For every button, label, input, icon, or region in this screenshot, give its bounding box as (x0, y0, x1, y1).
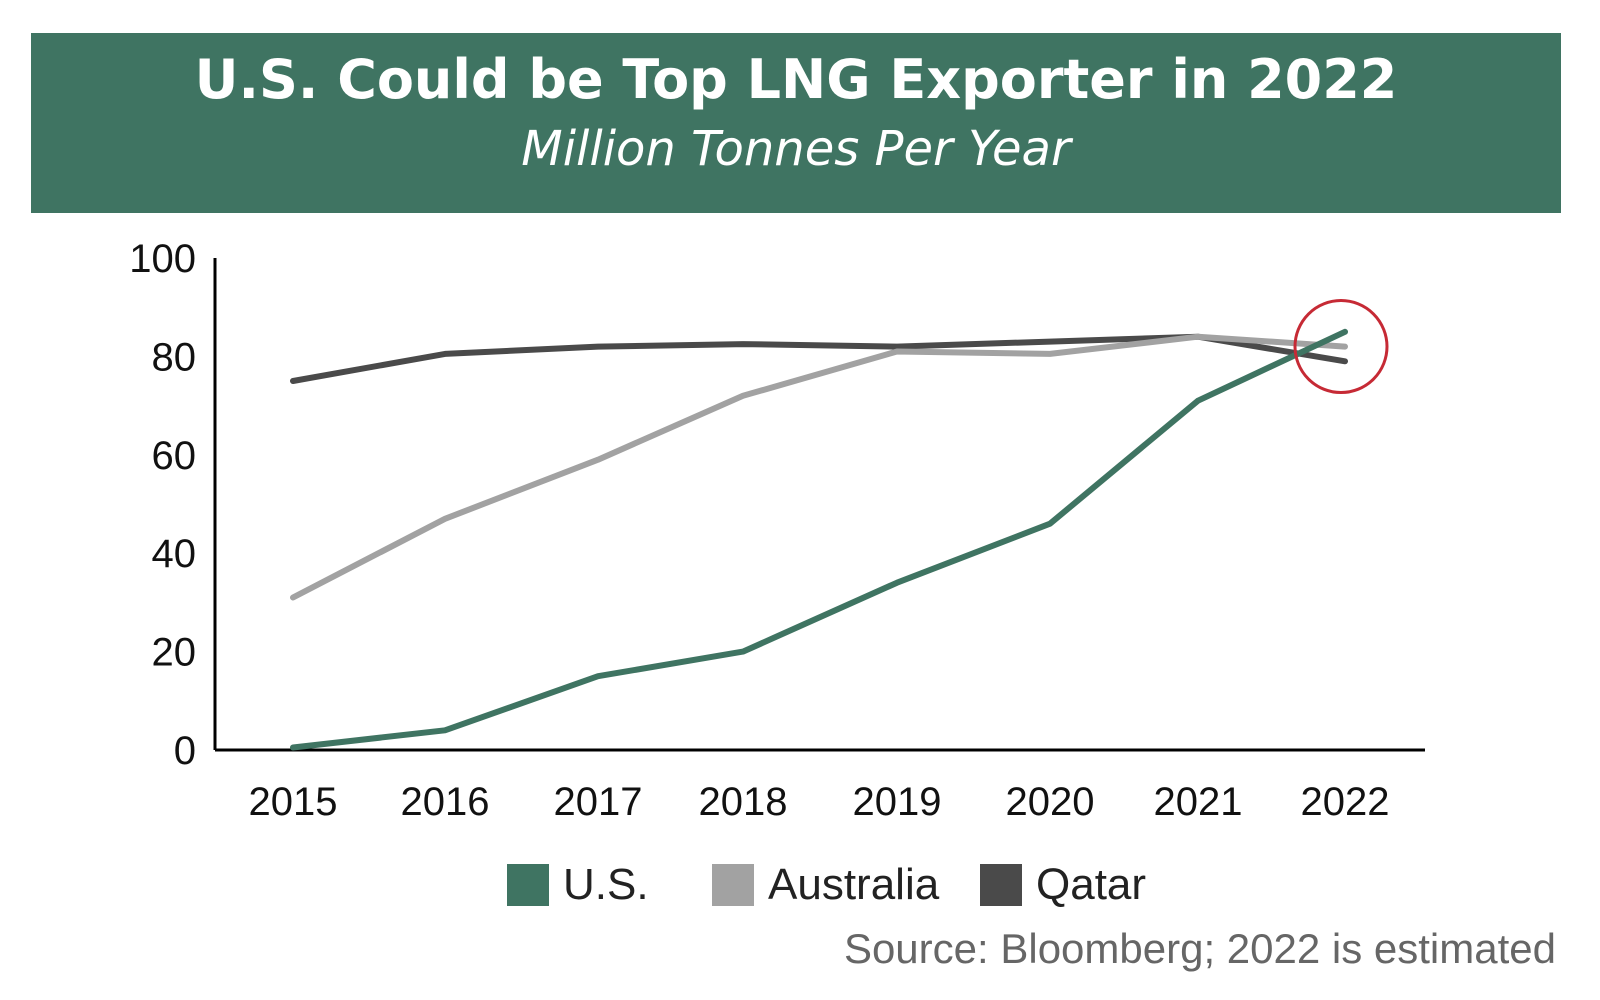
y-tick-label: 20 (152, 631, 197, 675)
legend-swatch-us (507, 864, 549, 906)
y-tick-label: 80 (152, 335, 197, 379)
y-tick-label: 0 (174, 729, 196, 773)
x-tick-label: 2022 (1301, 780, 1390, 824)
chart-title: U.S. Could be Top LNG Exporter in 2022 (194, 48, 1398, 111)
series-line-us (290, 328, 1348, 751)
source-note: Source: Bloomberg; 2022 is estimated (843, 925, 1556, 972)
legend-label-qatar: Qatar (1036, 860, 1147, 909)
x-tick-label: 2020 (1006, 780, 1095, 824)
legend-label-australia: Australia (768, 860, 940, 909)
legend-label-us: U.S. (563, 860, 649, 909)
x-tick-label: 2016 (401, 780, 490, 824)
title-banner: U.S. Could be Top LNG Exporter in 2022 M… (31, 33, 1561, 213)
highlight-circle (1293, 299, 1389, 395)
series-lines (290, 328, 1348, 751)
x-tick-label: 2017 (554, 780, 643, 824)
y-tick-label: 40 (152, 532, 197, 576)
chart-axes: 0 20 40 60 80 100 2015 2016 2017 2018 2019 2020 2021… (129, 237, 1425, 824)
x-tick-label: 2019 (853, 780, 942, 824)
legend: U.S. Australia Qatar (0, 858, 1600, 914)
chart-subtitle: Million Tonnes Per Year (521, 121, 1071, 177)
x-tick-label: 2021 (1154, 780, 1243, 824)
legend-swatch-qatar (980, 864, 1022, 906)
highlight-layer (1293, 299, 1389, 395)
legend-swatch-australia (712, 864, 754, 906)
x-tick-label: 2015 (249, 780, 338, 824)
x-tick-label: 2018 (699, 780, 788, 824)
y-tick-label: 60 (152, 434, 197, 478)
y-tick-label: 100 (129, 237, 196, 281)
series-line-australia (290, 333, 1348, 601)
